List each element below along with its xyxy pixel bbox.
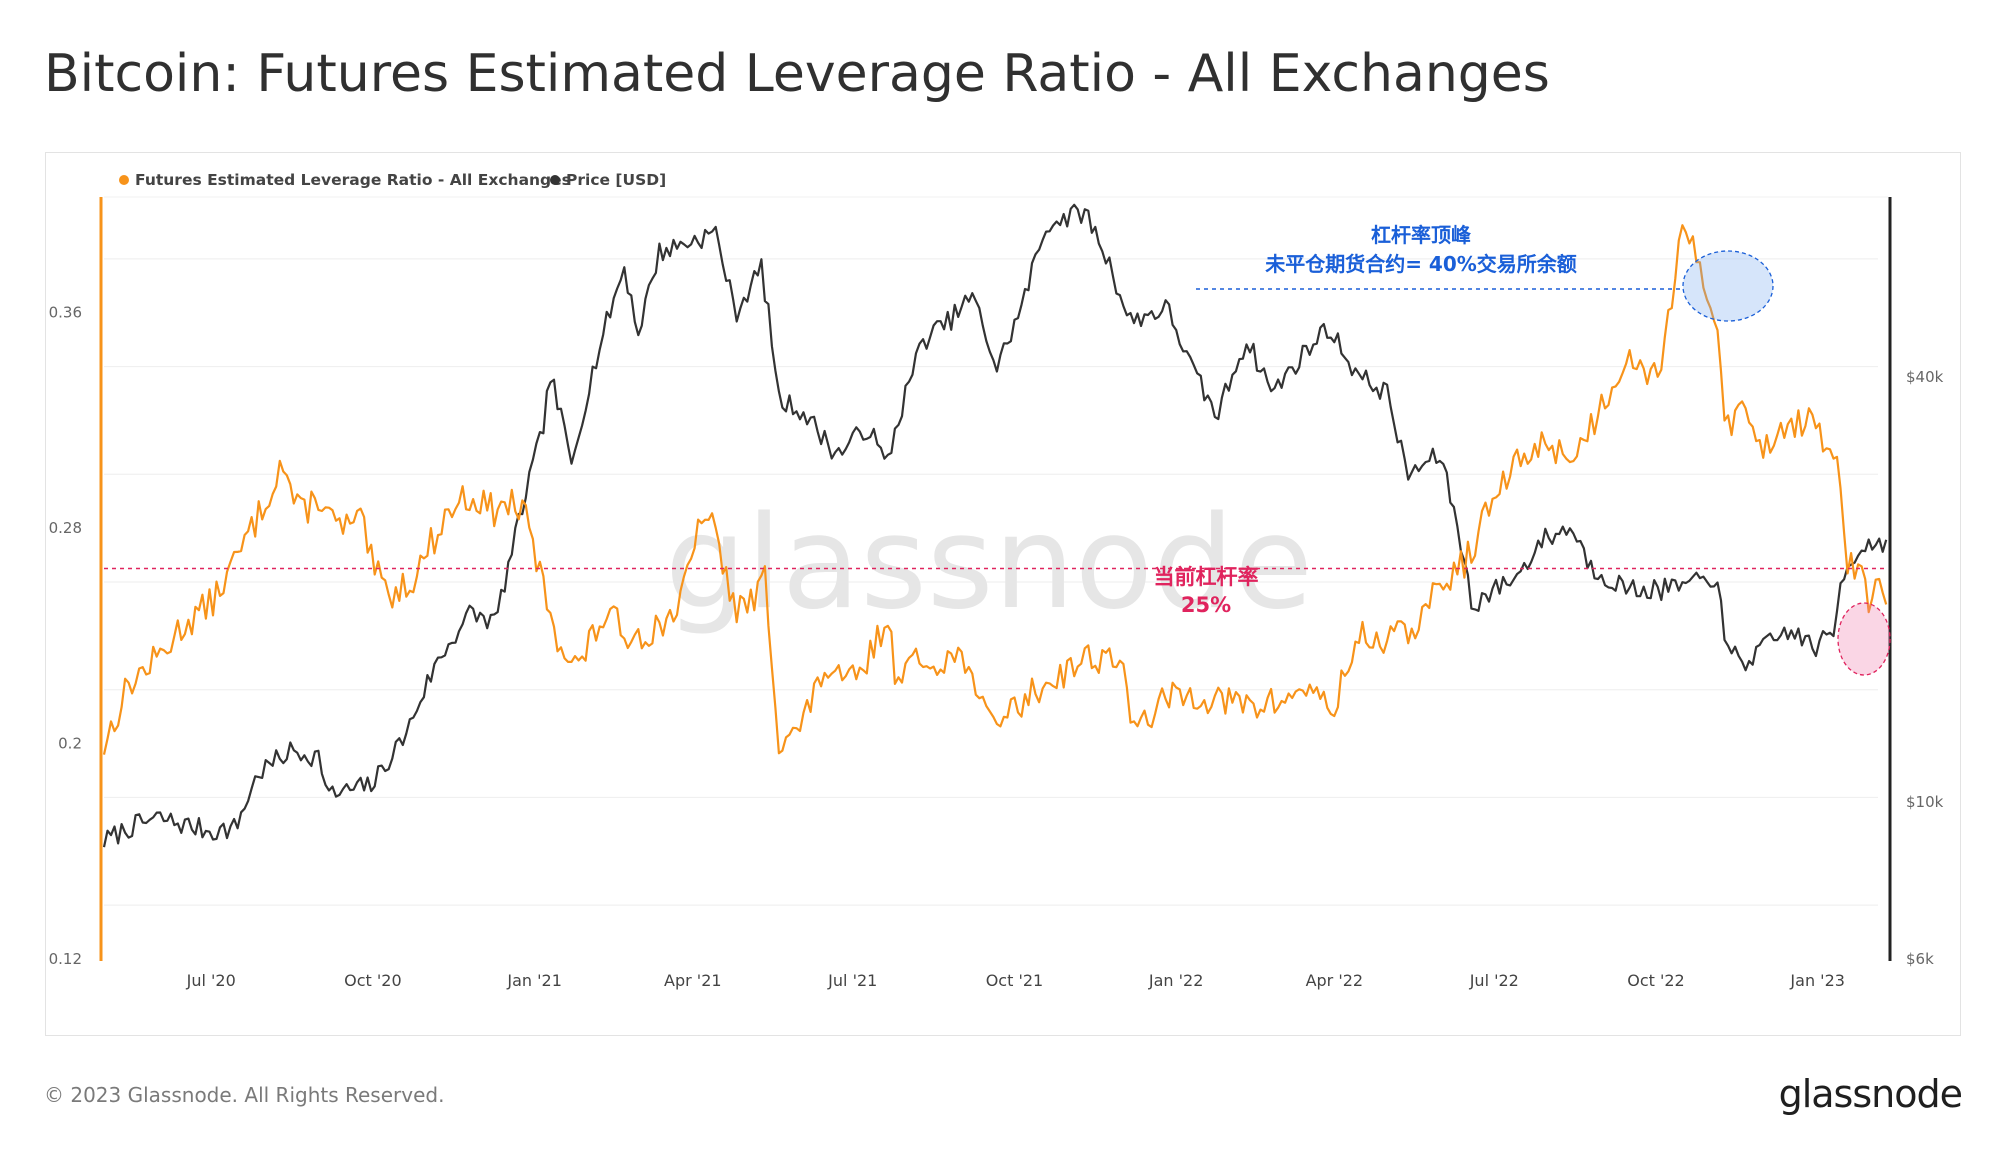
legend-price-marker bbox=[550, 175, 560, 185]
y-right-tick-label: $10k bbox=[1906, 793, 1944, 811]
current-leverage-value: 25% bbox=[1181, 593, 1231, 617]
y-left-tick-label: 0.36 bbox=[49, 304, 82, 322]
chart-svg: Futures Estimated Leverage Ratio - All E… bbox=[49, 171, 1944, 990]
x-tick-label: Apr '22 bbox=[1306, 971, 1364, 990]
y-left-tick-label: 0.28 bbox=[49, 519, 82, 537]
y-left-tick-label: 0.12 bbox=[49, 950, 82, 968]
current-leverage-label: 当前杠杆率 bbox=[1154, 565, 1259, 589]
x-tick-label: Jul '22 bbox=[1469, 971, 1519, 990]
copyright: © 2023 Glassnode. All Rights Reserved. bbox=[44, 1083, 445, 1107]
annotation-layer: 当前杠杆率 25% 杠杆率顶峰 未平仓期货合约= 40%交易所余额 bbox=[104, 223, 1891, 676]
x-tick-label: Oct '21 bbox=[986, 971, 1044, 990]
legend-leverage-label[interactable]: Futures Estimated Leverage Ratio - All E… bbox=[135, 171, 571, 189]
page-title: Bitcoin: Futures Estimated Leverage Rati… bbox=[44, 44, 1550, 104]
y-left-tick-label: 0.2 bbox=[58, 735, 82, 753]
peak-leverage-note: 未平仓期货合约= 40%交易所余额 bbox=[1265, 252, 1577, 276]
peak-leverage-label: 杠杆率顶峰 bbox=[1371, 223, 1471, 247]
x-tick-label: Oct '20 bbox=[344, 971, 402, 990]
legend-leverage-marker bbox=[119, 175, 129, 185]
y-right-tick-label: $6k bbox=[1906, 950, 1934, 968]
x-tick-label: Jan '22 bbox=[1148, 971, 1204, 990]
brand-logo[interactable]: glassnode bbox=[1778, 1072, 1963, 1116]
legend-price-label[interactable]: Price [USD] bbox=[566, 171, 666, 189]
x-tick-label: Jul '21 bbox=[827, 971, 877, 990]
x-tick-label: Jan '23 bbox=[1789, 971, 1845, 990]
series-layer bbox=[102, 203, 1888, 848]
chart-panel: Futures Estimated Leverage Ratio - All E… bbox=[45, 152, 1961, 1036]
peak-leverage-highlight bbox=[1682, 250, 1774, 322]
grid bbox=[104, 196, 1888, 906]
leverage-series-line[interactable] bbox=[102, 224, 1888, 755]
axes: 0.12 0.2 0.28 0.36 $6k $10k $40k Jul '20 Oct '20… bbox=[49, 197, 1944, 990]
x-tick-label: Jul '20 bbox=[186, 971, 236, 990]
price-series-line[interactable] bbox=[102, 203, 1888, 848]
x-tick-label: Oct '22 bbox=[1627, 971, 1685, 990]
legend[interactable]: Futures Estimated Leverage Ratio - All E… bbox=[119, 171, 666, 189]
x-tick-label: Apr '21 bbox=[664, 971, 722, 990]
y-right-tick-label: $40k bbox=[1906, 368, 1944, 386]
x-tick-label: Jan '21 bbox=[506, 971, 562, 990]
watermark: glassnode bbox=[665, 489, 1313, 638]
current-leverage-highlight bbox=[1837, 602, 1891, 676]
